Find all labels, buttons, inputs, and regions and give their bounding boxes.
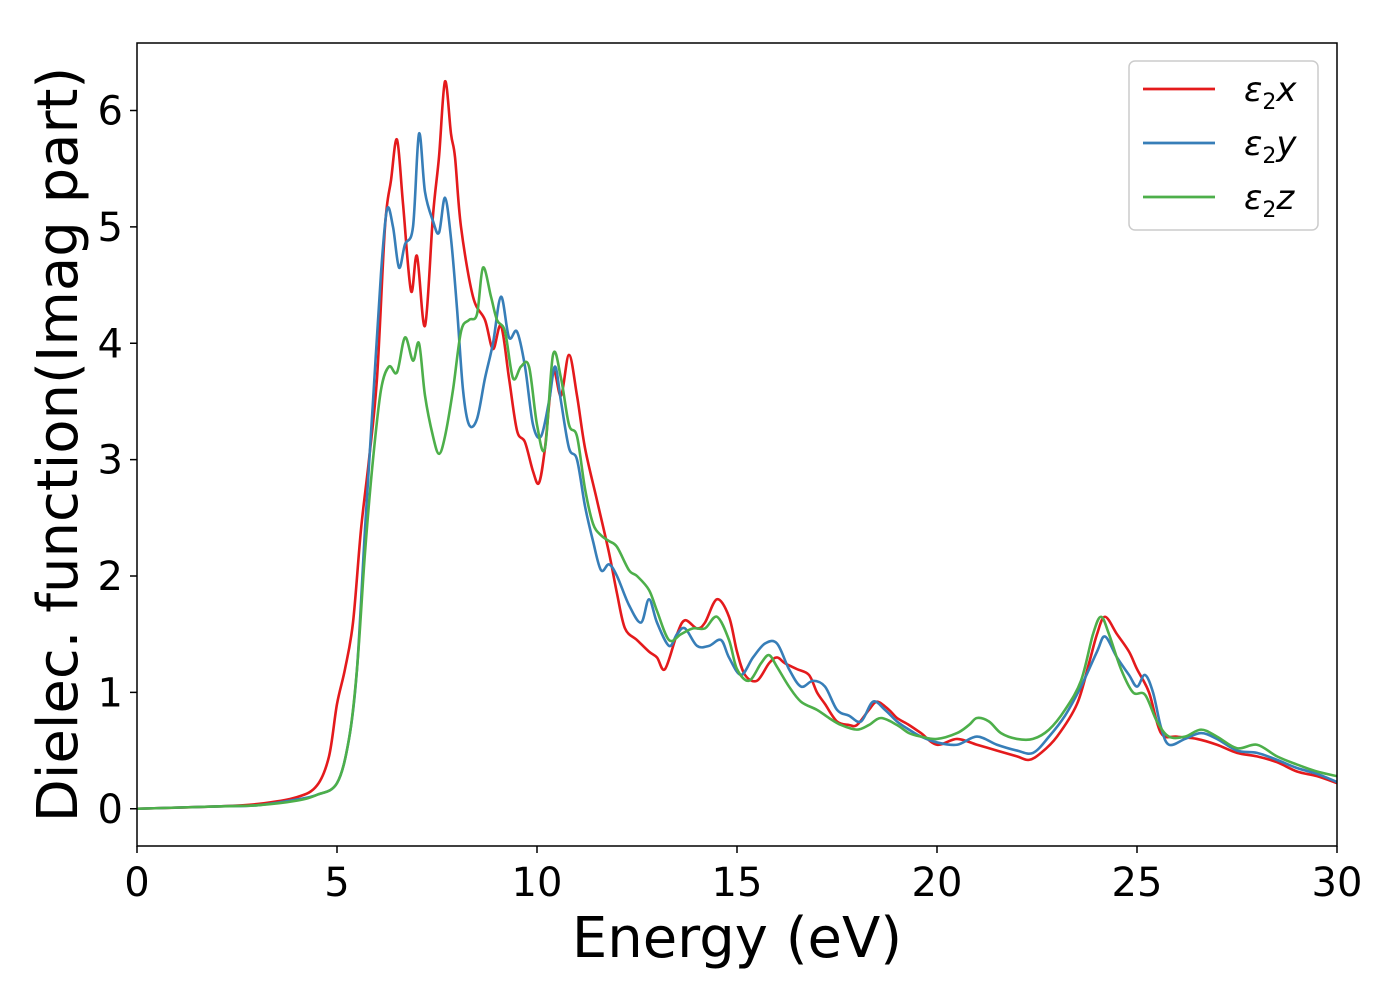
- series-layer: [137, 80, 1337, 811]
- y-tick-label: 2: [98, 554, 123, 600]
- series-line-y: [137, 132, 1337, 811]
- x-tick-label: 5: [324, 860, 349, 906]
- x-tick-label: 15: [712, 860, 763, 906]
- legend-label-y: ε2y: [1244, 124, 1297, 169]
- y-axis-title: Dielec. function(Imag part): [26, 67, 91, 823]
- x-axis: 0 5 10 15 20 25 30: [124, 846, 1362, 906]
- x-axis-title: Energy (eV): [572, 906, 902, 971]
- y-tick-label: 4: [98, 321, 123, 367]
- x-tick-label: 25: [1112, 860, 1163, 906]
- y-tick-label: 6: [98, 88, 123, 134]
- x-tick-label: 30: [1312, 860, 1363, 906]
- y-axis: 0 1 2 3 4 5 6: [98, 88, 137, 833]
- legend-box: [1128, 60, 1319, 231]
- legend: ε2x ε2y ε2z: [1128, 60, 1319, 231]
- y-tick-label: 3: [98, 438, 123, 484]
- y-tick-label: 0: [98, 787, 123, 833]
- series-line-z: [137, 266, 1337, 811]
- x-tick-label: 20: [912, 860, 963, 906]
- y-tick-label: 1: [98, 670, 123, 716]
- legend-label-x: ε2x: [1244, 70, 1297, 115]
- y-tick-label: 5: [98, 205, 123, 251]
- legend-label-z: ε2z: [1244, 178, 1295, 223]
- x-tick-label: 0: [124, 860, 149, 906]
- x-tick-label: 10: [512, 860, 563, 906]
